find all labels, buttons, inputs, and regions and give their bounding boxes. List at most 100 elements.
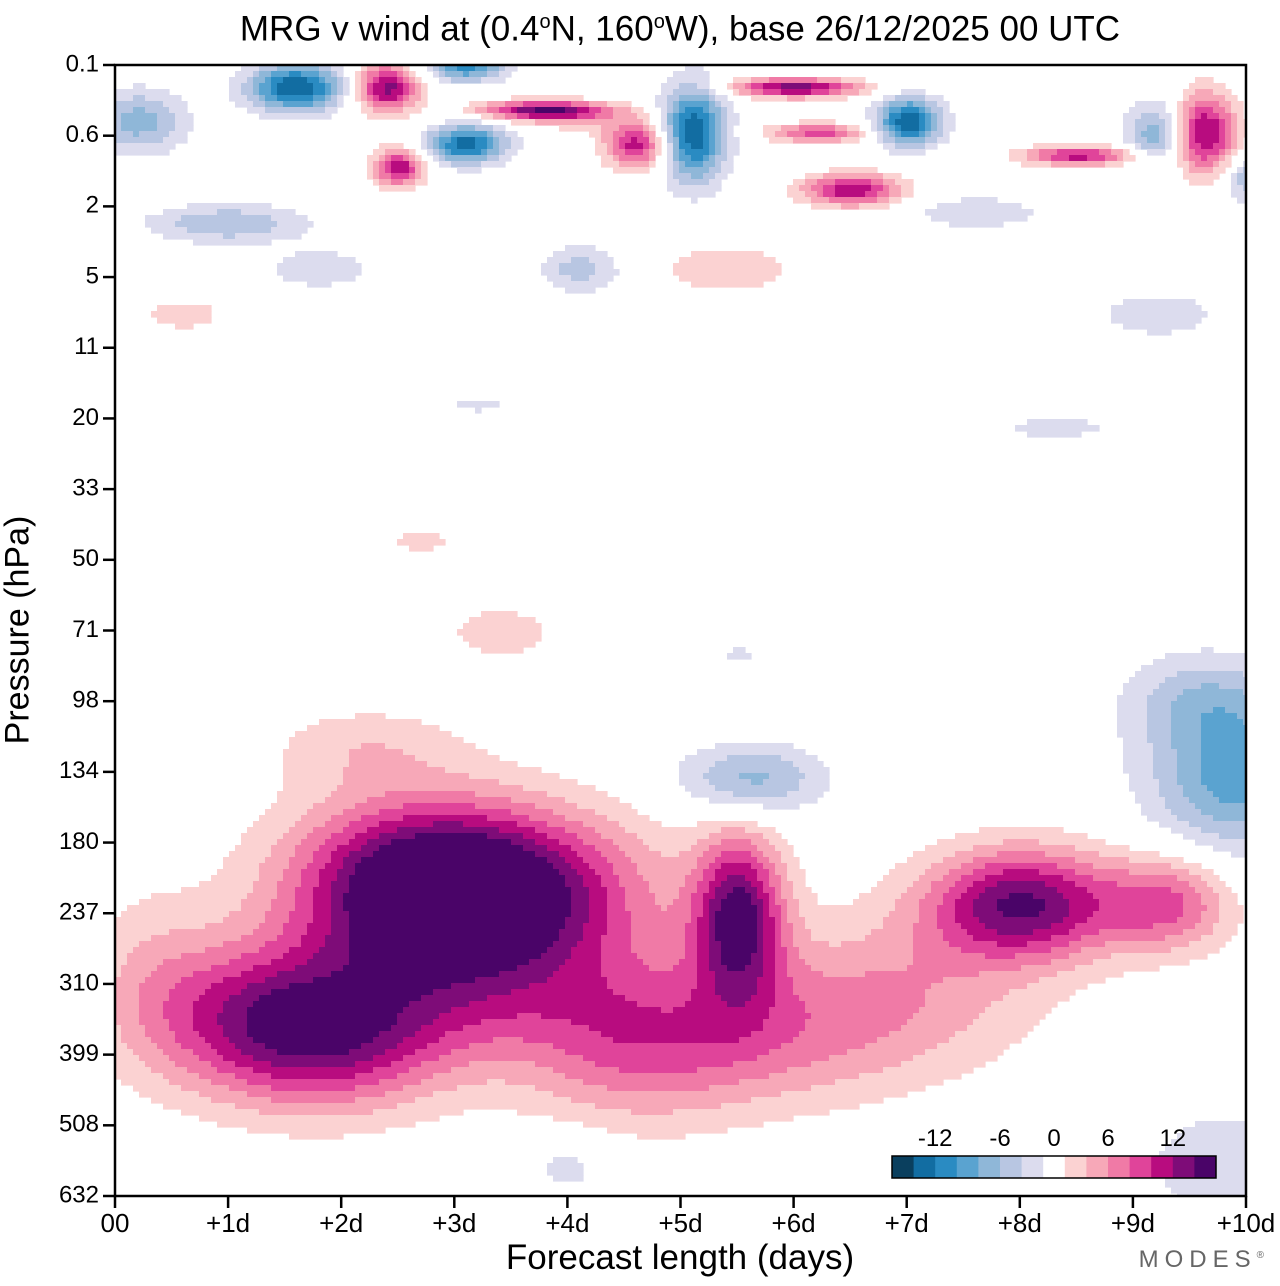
x-tick-label: +7d bbox=[885, 1208, 929, 1238]
contour-cell bbox=[433, 143, 440, 150]
contour-cell bbox=[511, 989, 614, 996]
contour-cell bbox=[313, 101, 326, 108]
contour-cell bbox=[463, 71, 470, 78]
contour-cell bbox=[703, 155, 710, 162]
contour-cell bbox=[277, 791, 332, 798]
contour-cell bbox=[1033, 893, 1064, 900]
contour-cell bbox=[793, 179, 806, 186]
contour-cell bbox=[649, 149, 656, 156]
contour-cell bbox=[607, 857, 632, 864]
contour-cell bbox=[1057, 863, 1094, 870]
contour-cell bbox=[1195, 101, 1220, 108]
contour-cell bbox=[751, 83, 764, 90]
contour-cell bbox=[295, 905, 314, 912]
contour-cell bbox=[739, 1037, 794, 1044]
contour-cell bbox=[697, 923, 710, 930]
contour-cell bbox=[673, 155, 680, 162]
contour-cell bbox=[619, 845, 650, 852]
contour-cell bbox=[1183, 107, 1190, 114]
contour-cell bbox=[475, 791, 548, 798]
contour-cell bbox=[781, 857, 800, 864]
contour-cell bbox=[115, 935, 152, 942]
contour-cell bbox=[355, 713, 386, 720]
contour-cell bbox=[439, 137, 452, 144]
contour-cell bbox=[703, 899, 710, 906]
contour-cell bbox=[229, 95, 248, 102]
contour-cell bbox=[781, 923, 794, 930]
contour-cell bbox=[781, 905, 788, 912]
contour-cell bbox=[559, 839, 584, 846]
contour-cell bbox=[553, 1091, 782, 1098]
contour-cell bbox=[1189, 167, 1214, 174]
contour-cell bbox=[169, 107, 188, 114]
contour-cell bbox=[1117, 719, 1148, 726]
contour-cell bbox=[355, 1061, 392, 1068]
contour-cell bbox=[265, 101, 284, 108]
contour-cell bbox=[721, 149, 728, 156]
contour-cell bbox=[1177, 749, 1202, 756]
contour-cell bbox=[1003, 995, 1070, 1002]
contour-cell bbox=[1243, 185, 1246, 192]
contour-cell bbox=[409, 155, 416, 162]
contour-cell bbox=[1213, 929, 1238, 936]
contour-cell bbox=[457, 401, 500, 408]
contour-cell bbox=[295, 893, 314, 900]
contour-cell bbox=[871, 929, 914, 936]
contour-cell bbox=[1009, 149, 1028, 156]
contour-cell bbox=[1225, 107, 1232, 114]
contour-cell bbox=[727, 893, 752, 900]
contour-cell bbox=[619, 137, 632, 144]
contour-cell bbox=[163, 1049, 194, 1056]
contour-cell bbox=[367, 167, 374, 174]
contour-cell bbox=[325, 101, 338, 108]
contour-cell bbox=[1207, 155, 1220, 162]
contour-cell bbox=[187, 203, 272, 210]
contour-cell bbox=[685, 137, 704, 144]
contour-cell bbox=[217, 209, 242, 216]
contour-cell bbox=[559, 869, 578, 876]
contour-cell bbox=[1225, 119, 1232, 126]
contour-cell bbox=[985, 923, 1052, 930]
contour-cell bbox=[1177, 1193, 1246, 1196]
contour-cell bbox=[115, 143, 176, 150]
contour-cell bbox=[589, 1025, 764, 1032]
contour-cell bbox=[415, 167, 422, 174]
contour-cell bbox=[1075, 869, 1130, 876]
contour-cell bbox=[1243, 167, 1246, 174]
contour-cell bbox=[367, 89, 374, 96]
contour-cell bbox=[619, 143, 626, 150]
contour-cell bbox=[469, 1001, 638, 1008]
contour-cell bbox=[727, 143, 740, 150]
contour-cell bbox=[655, 143, 662, 150]
contour-cell bbox=[751, 953, 764, 960]
contour-cell bbox=[865, 107, 878, 114]
contour-cell bbox=[697, 1067, 788, 1074]
contour-cell bbox=[925, 119, 932, 126]
contour-cell bbox=[577, 851, 602, 858]
contour-cell bbox=[229, 1037, 254, 1044]
contour-cell bbox=[787, 1067, 884, 1074]
contour-cell bbox=[1189, 161, 1196, 168]
contour-cell bbox=[859, 89, 872, 96]
contour-cell bbox=[895, 863, 932, 870]
contour-cell bbox=[655, 893, 680, 900]
contour-cell bbox=[607, 149, 614, 156]
contour-cell bbox=[349, 917, 566, 924]
contour-cell bbox=[907, 1019, 974, 1026]
contour-cell bbox=[613, 143, 620, 150]
contour-cell bbox=[631, 911, 692, 918]
contour-cell bbox=[1231, 851, 1246, 858]
contour-cell bbox=[781, 911, 788, 918]
contour-cell bbox=[235, 1103, 398, 1110]
contour-cell bbox=[1117, 695, 1148, 702]
contour-cell bbox=[1027, 155, 1040, 162]
contour-cell bbox=[421, 1025, 464, 1032]
contour-cell bbox=[151, 893, 248, 900]
contour-cell bbox=[769, 899, 776, 906]
contour-cell bbox=[349, 941, 554, 948]
contour-cell bbox=[937, 905, 956, 912]
contour-cell bbox=[859, 1073, 962, 1080]
contour-cell bbox=[463, 623, 542, 630]
contour-cell bbox=[409, 1067, 452, 1074]
contour-cell bbox=[205, 989, 242, 996]
